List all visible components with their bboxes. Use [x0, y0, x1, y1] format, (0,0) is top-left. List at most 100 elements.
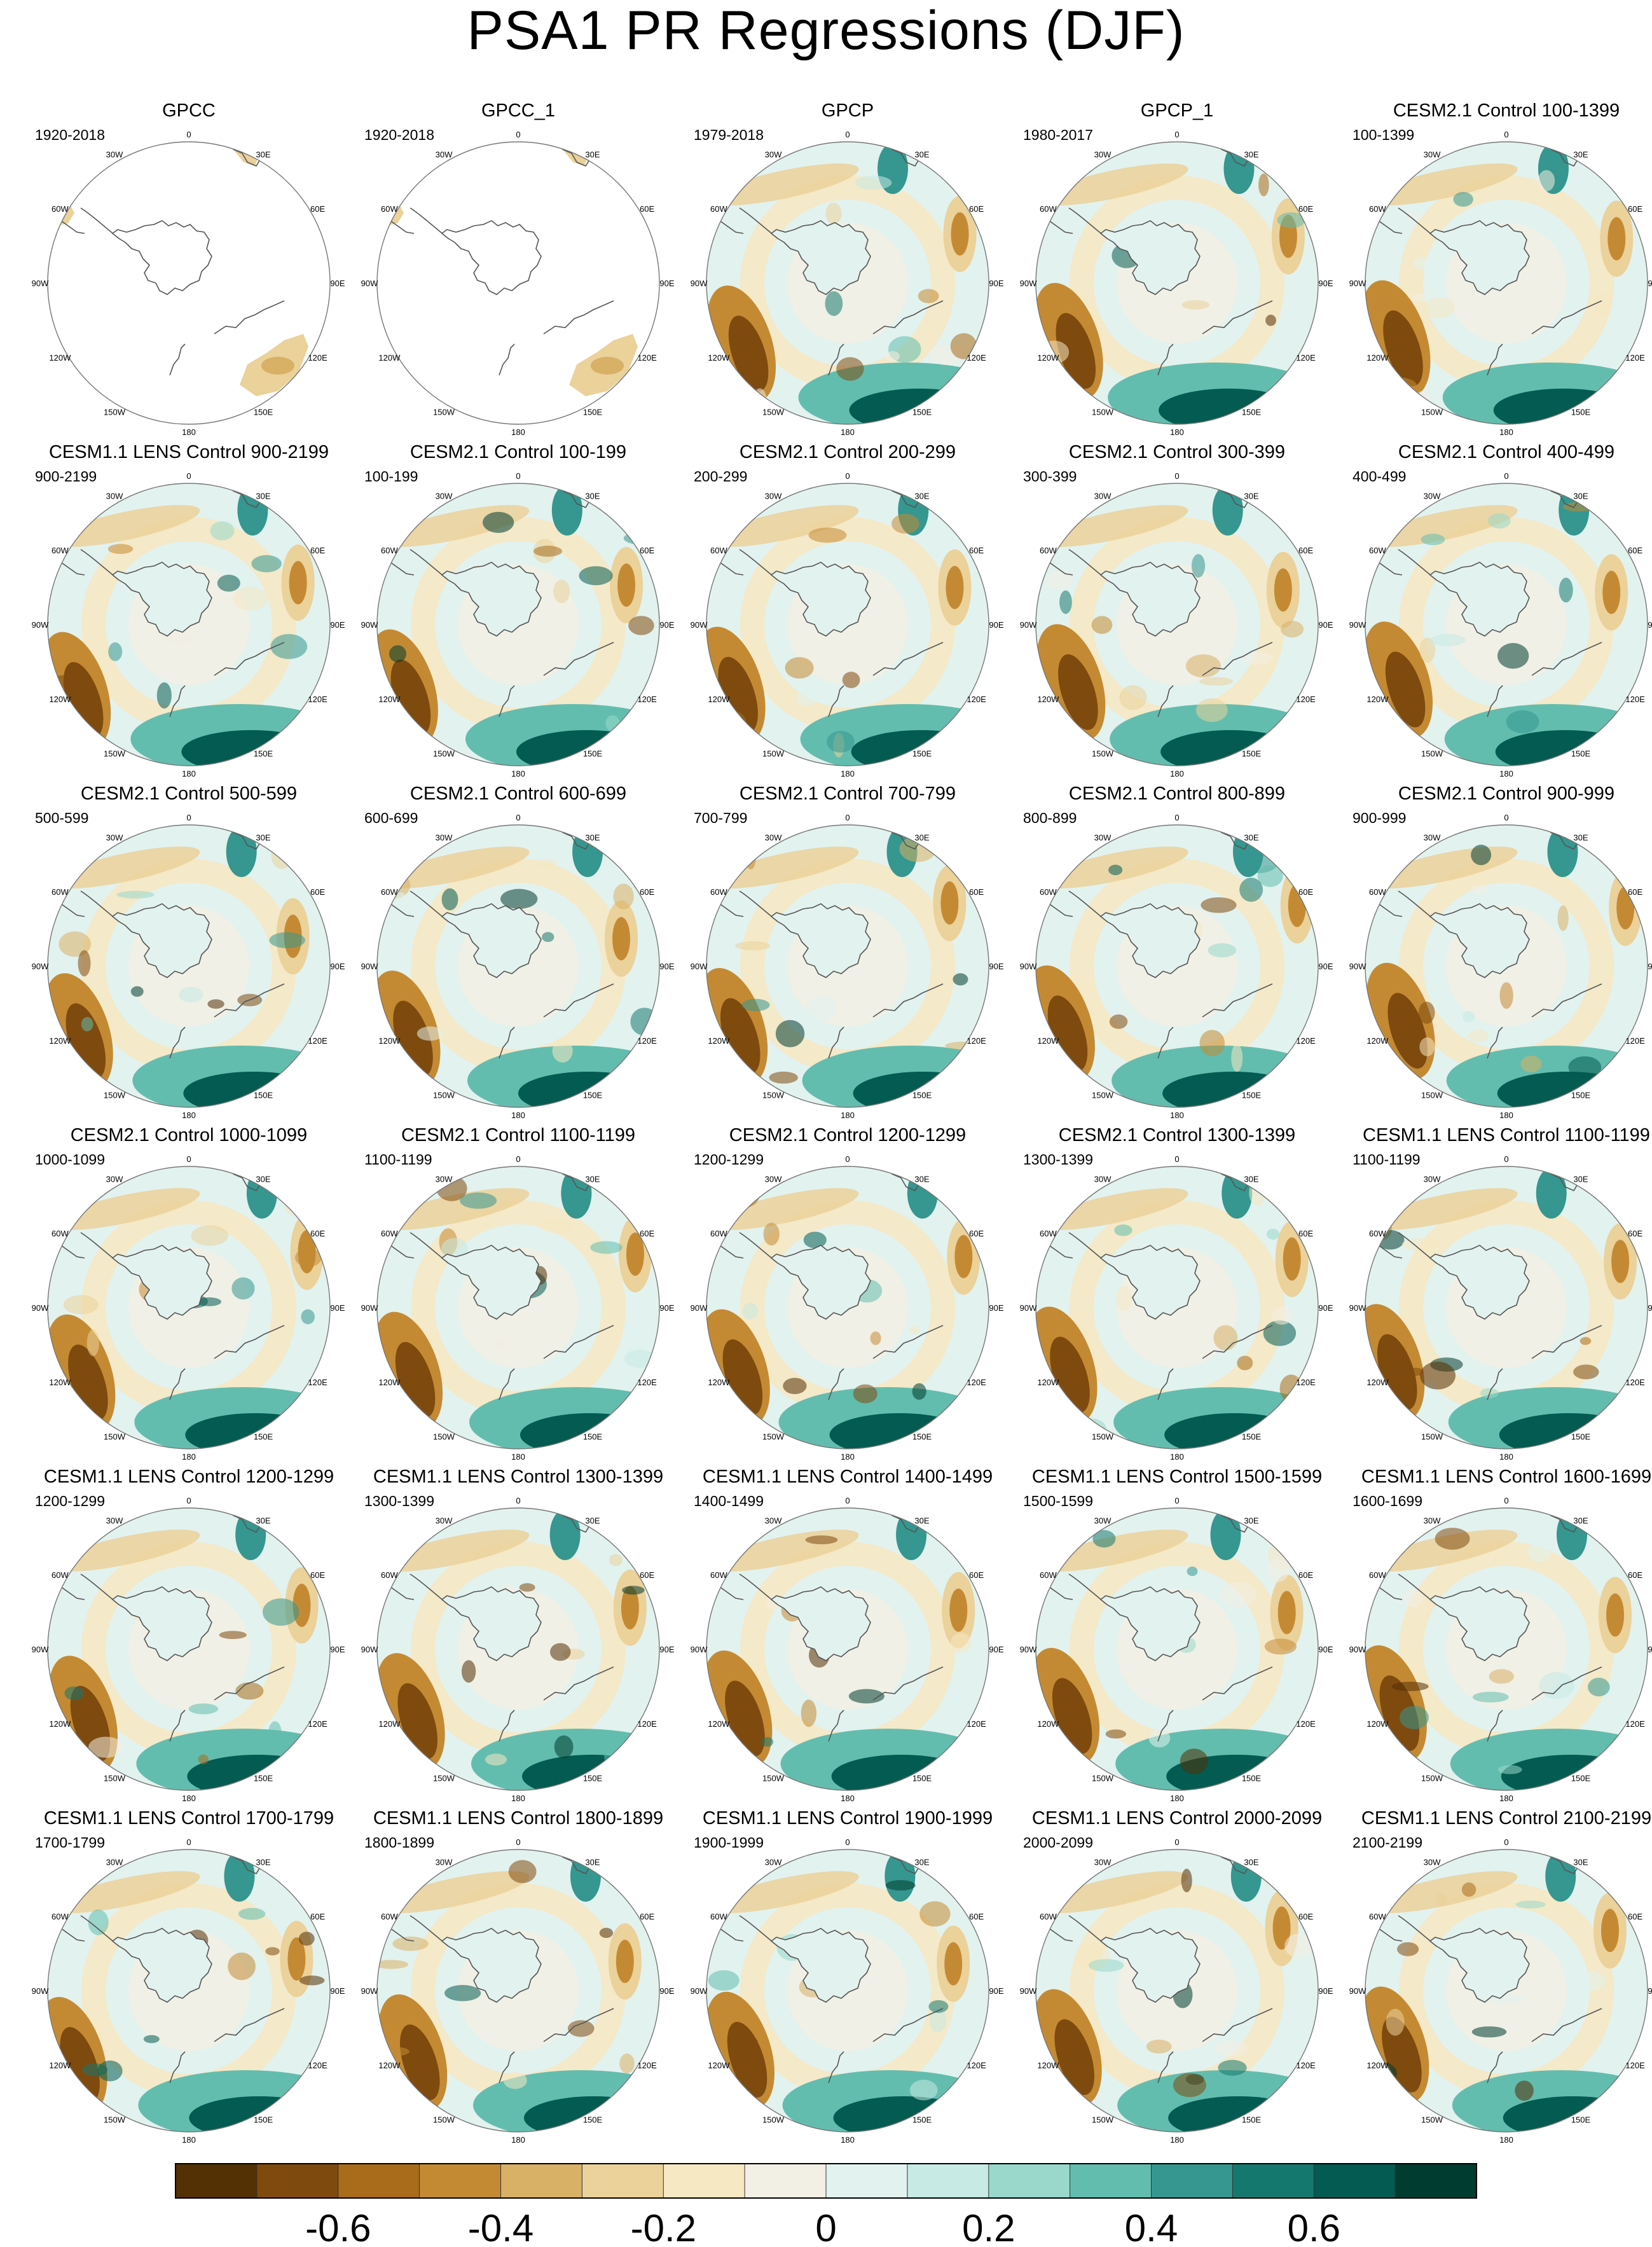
- longitude-label: 30E: [1244, 1516, 1258, 1525]
- longitude-label: 150W: [1092, 1774, 1114, 1783]
- positive-anomaly: [1160, 730, 1301, 766]
- map-panel: CESM2.1 Control 800-899 0 30E 60E 90E 120E 150…: [1012, 783, 1342, 1123]
- longitude-label: 90W: [1020, 962, 1037, 971]
- longitude-label: 0: [516, 813, 520, 822]
- map-border: [1035, 141, 1319, 425]
- coastline: [1398, 549, 1437, 581]
- coastline: [48, 1579, 85, 1600]
- longitude-label: 150E: [912, 2115, 932, 2125]
- longitude-label: 180: [182, 1110, 196, 1120]
- longitude-label: 60E: [310, 1229, 325, 1238]
- negative-anomaly: [951, 212, 969, 256]
- anomaly-patch: [1109, 1014, 1128, 1029]
- longitude-label: 180: [841, 427, 855, 437]
- longitude-label: 30E: [585, 149, 600, 159]
- longitude-label: 180: [1499, 2135, 1513, 2145]
- longitude-label: 30E: [1244, 833, 1258, 842]
- anomaly-patch: [745, 845, 756, 870]
- longitude-label: 0: [186, 1154, 191, 1164]
- anomaly-patch: [1284, 1933, 1314, 1958]
- anomaly-patch: [1092, 1530, 1116, 1548]
- anomaly-patch: [567, 2020, 595, 2037]
- coastline: [1068, 1915, 1108, 1947]
- polar-map: 0 30E 60E 90E 120E 150E 180 150W 120W 90W 60W 30W: [32, 1496, 345, 1803]
- panel-years: 300-399: [1023, 468, 1077, 485]
- panel-years: 400-499: [1353, 468, 1407, 485]
- longitude-label: 150E: [912, 408, 932, 417]
- anomaly-patch: [217, 574, 240, 592]
- coastline: [739, 549, 778, 581]
- longitude-label: 30E: [256, 1857, 270, 1867]
- anomaly-patch: [609, 1554, 623, 1566]
- negative-anomaly: [709, 1188, 859, 1230]
- anomaly-patch: [81, 1016, 93, 1032]
- panel-years: 1600-1699: [1353, 1493, 1422, 1509]
- longitude-label: 30E: [1244, 1174, 1258, 1184]
- anomaly-patch: [284, 1196, 309, 1216]
- longitude-label: 150W: [104, 2115, 126, 2125]
- longitude-label: 90E: [330, 279, 345, 288]
- longitude-label: 150W: [104, 1432, 126, 1442]
- map-border: [47, 1849, 331, 2133]
- anomaly-patch: [826, 731, 855, 753]
- antarctica-outline: [770, 1928, 871, 2003]
- map-border: [376, 1166, 660, 1449]
- longitude-label: 120E: [967, 695, 986, 704]
- anomaly-patch: [460, 1192, 497, 1209]
- anomaly-patch: [717, 1067, 729, 1085]
- anomaly-patch: [553, 579, 570, 604]
- antarctica-outline: [1099, 903, 1201, 978]
- anomaly-patch: [441, 1238, 469, 1259]
- longitude-label: 60W: [710, 1570, 727, 1580]
- coastline: [499, 1368, 515, 1400]
- antarctica-outline: [441, 1928, 542, 2003]
- longitude-label: 90W: [1020, 279, 1037, 288]
- longitude-label: 120E: [1625, 2061, 1645, 2070]
- negative-anomaly: [50, 1530, 200, 1572]
- longitude-label: 60E: [969, 887, 984, 897]
- longitude-label: 120W: [378, 1719, 401, 1729]
- coastline: [739, 1232, 778, 1264]
- anomaly-patch: [63, 1295, 99, 1315]
- coastline: [48, 895, 85, 917]
- polar-map: 0 30E 60E 90E 120E 150E 180 150W 120W 90W 60W 30W: [1020, 471, 1333, 778]
- anomaly-patch: [1242, 651, 1273, 665]
- longitude-label: 150E: [1571, 1432, 1591, 1442]
- anomaly-patch: [1091, 616, 1113, 634]
- longitude-label: 120E: [308, 695, 327, 704]
- anomaly-patch: [713, 710, 747, 735]
- panel-years: 1920-2018: [35, 127, 105, 143]
- longitude-label: 60E: [640, 204, 654, 214]
- map-border: [706, 141, 989, 425]
- coastline: [872, 2008, 944, 2042]
- longitude-label: 30W: [106, 833, 123, 842]
- polar-map: 0 30E 60E 90E 120E 150E 180 150W 120W 90W 60W 30W: [361, 1496, 675, 1803]
- map-border: [376, 1849, 660, 2133]
- anomaly-patch: [1386, 2008, 1405, 2036]
- anomaly-patch: [389, 645, 406, 663]
- longitude-label: 30W: [106, 1857, 123, 1867]
- longitude-label: 0: [845, 130, 850, 139]
- longitude-label: 90E: [989, 279, 1003, 288]
- longitude-label: 30E: [914, 1516, 929, 1525]
- longitude-label: 180: [1170, 1794, 1184, 1803]
- longitude-label: 180: [1170, 1452, 1184, 1462]
- longitude-label: 60W: [1369, 204, 1386, 214]
- longitude-label: 120E: [308, 1378, 327, 1387]
- longitude-label: 150E: [583, 1774, 603, 1783]
- longitude-label: 30E: [1573, 1174, 1588, 1184]
- map-panel: GPCC_1 0 30E 60E 90E 120E 150E 180 150W 120W 90W 60…: [353, 100, 684, 440]
- longitude-label: 180: [182, 1452, 196, 1462]
- anomaly-patch: [590, 1241, 623, 1254]
- coastline: [214, 2008, 285, 2042]
- negative-anomaly: [709, 163, 859, 205]
- map-border: [47, 1507, 331, 1791]
- longitude-label: 90E: [330, 1986, 345, 1996]
- longitude-label: 120E: [308, 353, 327, 363]
- negative-anomaly: [1602, 570, 1621, 614]
- longitude-label: 90E: [659, 279, 674, 288]
- longitude-label: 60E: [640, 1570, 654, 1580]
- coastline: [499, 1027, 515, 1059]
- negative-anomaly: [728, 315, 769, 392]
